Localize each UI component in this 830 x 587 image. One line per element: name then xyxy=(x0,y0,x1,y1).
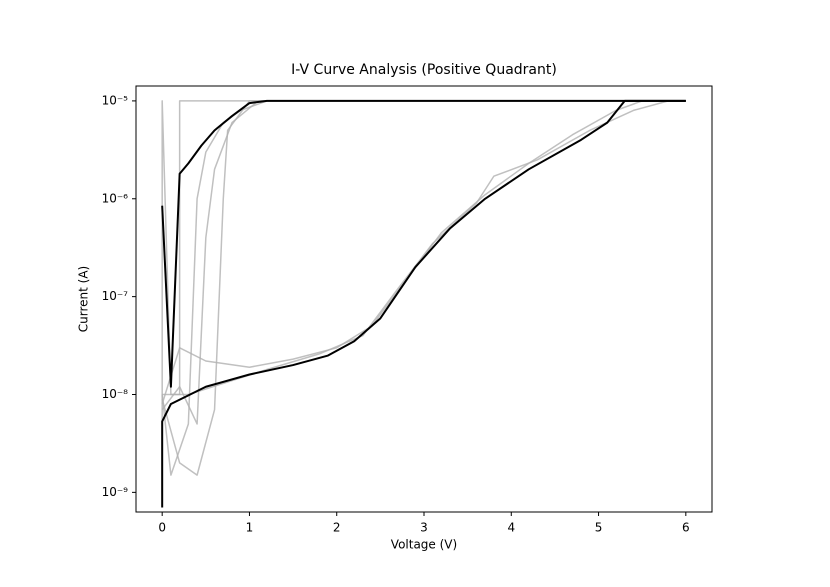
series-line xyxy=(161,100,686,476)
y-tick-label: 10⁻⁵ xyxy=(102,93,129,107)
x-axis-label: Voltage (V) xyxy=(391,538,457,552)
series-line xyxy=(161,100,686,476)
y-tick-label: 10⁻⁸ xyxy=(102,387,129,401)
series-line xyxy=(162,100,686,396)
y-tick-label: 10⁻⁶ xyxy=(102,191,129,205)
series-line xyxy=(161,99,686,508)
y-tick-label: 10⁻⁹ xyxy=(102,485,129,499)
series-line xyxy=(161,100,686,425)
y-axis-label: Current (A) xyxy=(77,266,91,332)
series-line xyxy=(161,99,686,388)
x-tick-label: 1 xyxy=(246,521,254,535)
x-tick-label: 2 xyxy=(333,521,341,535)
x-tick-label: 0 xyxy=(158,521,166,535)
x-tick-label: 4 xyxy=(507,521,515,535)
x-tick-label: 5 xyxy=(595,521,603,535)
x-tick-label: 6 xyxy=(682,521,690,535)
series-line xyxy=(161,100,686,405)
x-tick-label: 3 xyxy=(420,521,428,535)
chart-title: I-V Curve Analysis (Positive Quadrant) xyxy=(291,62,557,78)
y-tick-label: 10⁻⁷ xyxy=(102,289,129,303)
series-line xyxy=(161,100,686,493)
